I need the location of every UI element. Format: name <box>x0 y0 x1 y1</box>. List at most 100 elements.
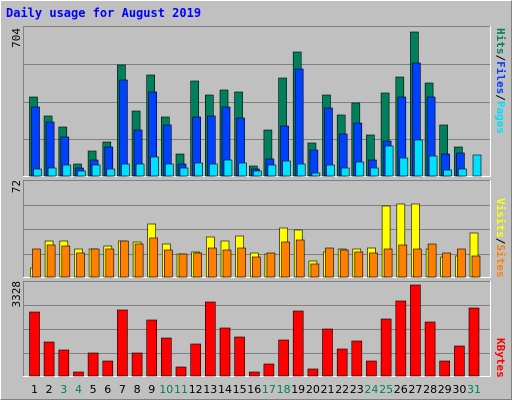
kbytes-bar <box>410 284 421 377</box>
sites-bar <box>413 248 422 278</box>
sites-bar <box>310 263 320 278</box>
sites-bar <box>354 251 364 278</box>
pages-bar <box>340 167 350 177</box>
pages-bar <box>209 163 218 177</box>
kbytes-bar <box>117 309 128 377</box>
day-tick-label: 13 <box>203 383 217 396</box>
sites-bar <box>325 247 334 278</box>
pages-bar <box>399 157 409 177</box>
day-tick-label: 20 <box>306 383 320 396</box>
pages-bar <box>194 162 203 177</box>
legend-sites: Sites <box>494 244 507 277</box>
sites-bar <box>76 252 85 278</box>
day-tick-label: 27 <box>408 383 422 396</box>
kbytes-bar <box>73 371 84 377</box>
files-bar <box>294 68 304 177</box>
pages-bar <box>443 169 453 177</box>
kbytes-bar <box>278 339 289 377</box>
sites-bar <box>237 247 246 278</box>
day-tick-label: 26 <box>394 383 408 396</box>
sites-bar <box>134 243 144 278</box>
sites-bar <box>46 244 56 278</box>
kbytes-bar <box>468 307 480 377</box>
kbytes-bar <box>263 363 275 377</box>
day-tick-label: 28 <box>423 383 437 396</box>
kbytes-legend: KBytes <box>494 338 507 378</box>
legend-visits: Visits <box>494 198 507 238</box>
sites-bar <box>90 248 100 278</box>
hits-files-pages-legend: Hits/Files/Pages <box>494 28 507 134</box>
sites-bar <box>281 241 290 278</box>
kbytes-bar <box>322 328 333 377</box>
pages-bar <box>311 172 321 177</box>
sites-bar <box>105 248 115 278</box>
sites-bar <box>457 248 466 278</box>
visits-sites-legend: Visits/Sites <box>494 198 507 278</box>
day-tick-label: 24 <box>364 383 378 396</box>
kbytes-bar <box>307 368 319 377</box>
legend-separator: / <box>494 94 507 101</box>
kbytes-bar <box>146 319 157 377</box>
kbytes-bar <box>43 341 55 377</box>
legend-files: Files <box>494 61 507 94</box>
day-tick-label: 25 <box>379 383 393 396</box>
sites-bar <box>266 252 276 278</box>
visits-axis-max-label: 72 <box>10 180 23 193</box>
day-tick-label: 7 <box>119 383 126 396</box>
kbytes-bar <box>454 345 465 377</box>
kbytes-bar <box>102 360 114 377</box>
sites-bar <box>120 240 129 278</box>
sites-bar <box>61 245 71 278</box>
legend-separator: / <box>494 55 507 62</box>
day-tick-label: 31 <box>467 383 481 396</box>
kbytes-bar <box>131 352 143 377</box>
pages-bar <box>47 167 57 177</box>
day-tick-label: 19 <box>291 383 305 396</box>
pages-bar <box>370 167 379 177</box>
pages-bar <box>106 168 116 177</box>
day-tick-label: 5 <box>90 383 97 396</box>
day-tick-label: 17 <box>262 383 276 396</box>
sites-bar <box>383 248 393 278</box>
pages-bar <box>179 167 189 177</box>
pages-bar <box>384 145 394 177</box>
pages-bar <box>296 163 306 177</box>
kbytes-bar <box>395 300 407 377</box>
day-tick-label: 12 <box>189 383 203 396</box>
sites-bar <box>164 249 173 278</box>
pages-bar <box>121 163 130 177</box>
kbytes-bar <box>219 327 231 377</box>
legend-kbytes: KBytes <box>494 338 507 378</box>
day-tick-label: 30 <box>452 383 466 396</box>
day-tick-label: 1 <box>31 383 38 396</box>
pages-bar <box>326 164 335 177</box>
kbytes-bar <box>249 371 260 377</box>
day-tick-label: 16 <box>247 383 261 396</box>
sites-bar <box>442 252 452 278</box>
kbytes-bar <box>380 318 392 377</box>
kbytes-bar <box>87 352 99 377</box>
kbytes-bar <box>58 349 70 377</box>
day-tick-label: 14 <box>218 383 232 396</box>
pages-bar <box>62 164 72 177</box>
day-tick-label: 9 <box>148 383 155 396</box>
day-tick-label: 3 <box>60 383 67 396</box>
kbytes-axis-max-label: 3328 <box>10 281 23 308</box>
kbytes-bar <box>190 343 201 377</box>
day-tick-label: 18 <box>277 383 291 396</box>
pages-bar <box>428 155 438 177</box>
pages-bar <box>472 154 482 177</box>
pages-bar <box>267 164 277 177</box>
pages-bar <box>414 139 423 177</box>
sites-bar <box>193 252 202 278</box>
kbytes-bar <box>161 337 172 377</box>
kbytes-bar <box>366 360 377 377</box>
sites-bar <box>339 249 349 278</box>
sites-bar <box>208 247 217 278</box>
pages-bar <box>77 170 86 177</box>
kbytes-bar <box>439 360 451 377</box>
kbytes-bar <box>424 321 436 377</box>
kbytes-bar <box>234 336 245 377</box>
pages-bar <box>282 160 291 177</box>
